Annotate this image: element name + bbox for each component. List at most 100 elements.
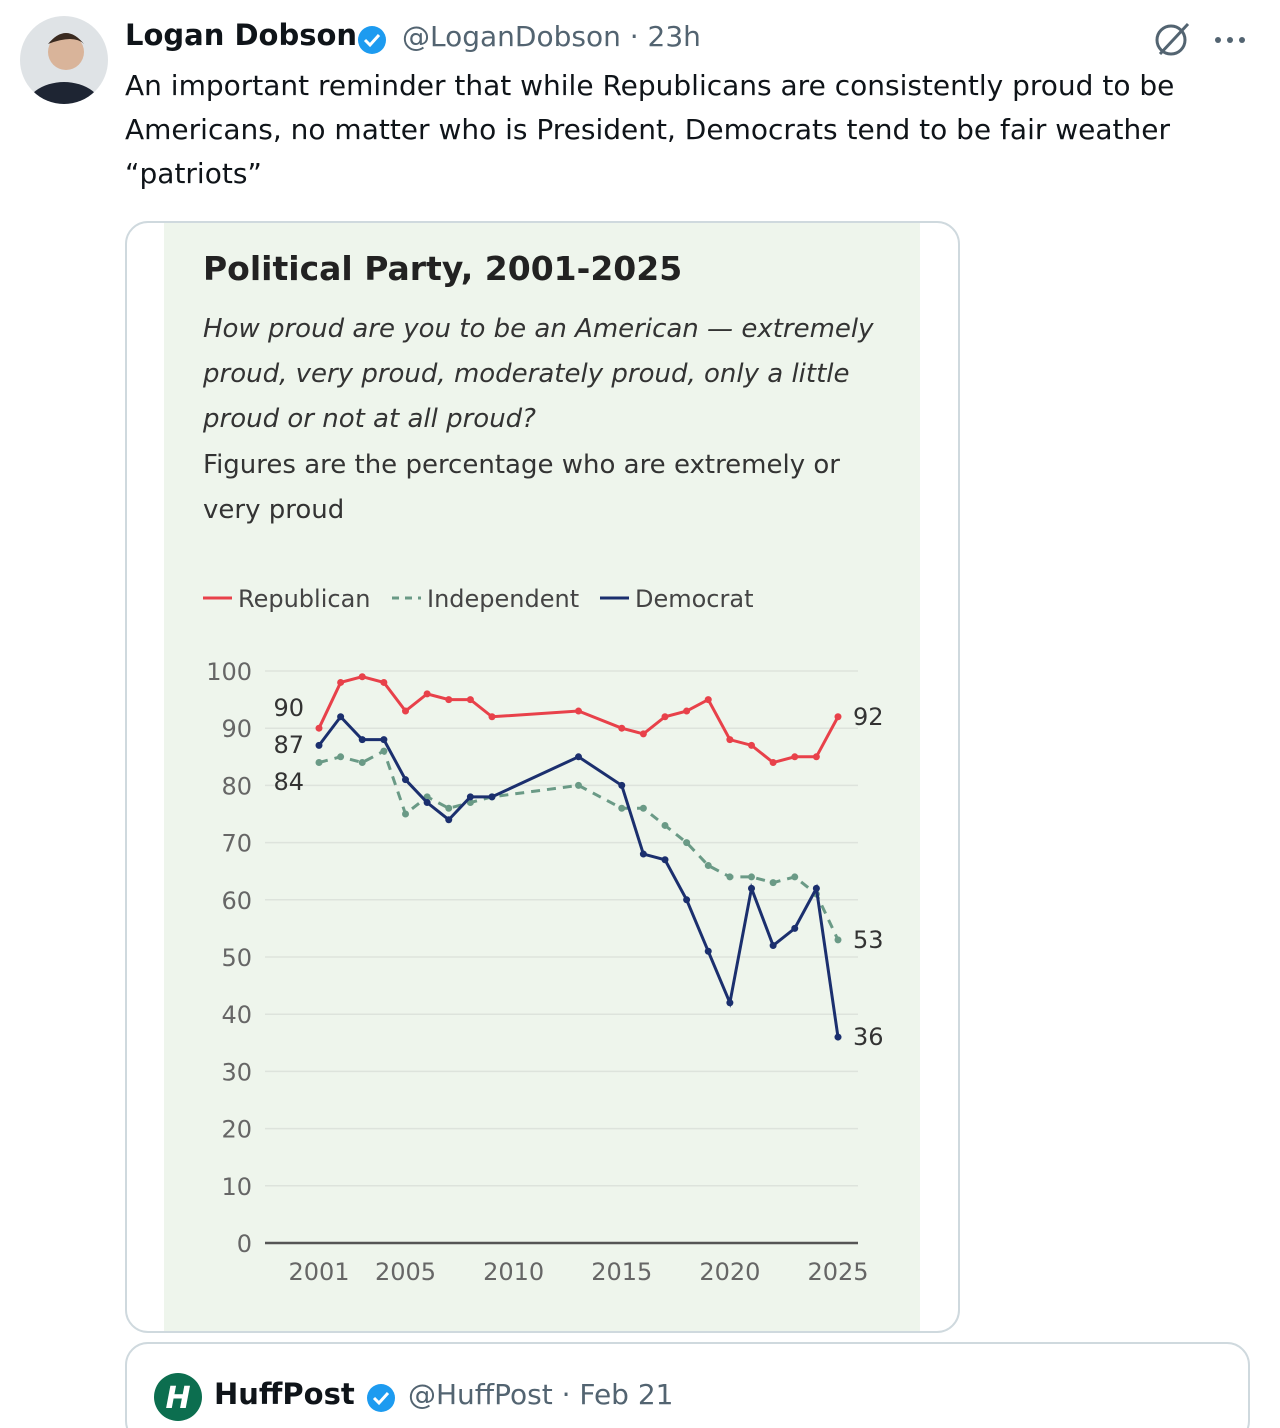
quoted-card[interactable]	[125, 1342, 1250, 1428]
data-point	[639, 804, 647, 812]
y-tick-label: 40	[221, 1001, 252, 1029]
author-name[interactable]: Logan Dobson	[125, 18, 358, 52]
chart-note: Figures are the percentage who are extre…	[203, 450, 840, 525]
more-icon[interactable]	[1215, 37, 1245, 43]
data-point	[748, 884, 755, 892]
data-point	[726, 873, 734, 881]
y-tick-label: 20	[221, 1116, 252, 1144]
data-point	[423, 799, 431, 807]
data-point	[423, 690, 431, 698]
data-point	[466, 696, 474, 704]
start-label: 90	[273, 694, 304, 722]
y-tick-label: 80	[221, 772, 252, 800]
data-point	[358, 736, 366, 744]
x-tick-label: 2001	[288, 1258, 349, 1286]
start-label: 84	[273, 768, 304, 796]
legend-label: Republican	[238, 585, 371, 613]
data-point	[639, 730, 647, 738]
quoted-author[interactable]: HuffPost	[214, 1377, 355, 1411]
grok-icon[interactable]	[1155, 22, 1190, 56]
data-point	[791, 753, 799, 761]
author-meta[interactable]: @LoganDobson · 23h	[402, 20, 701, 53]
data-point	[358, 673, 366, 681]
chart-background	[164, 223, 920, 1331]
data-point	[380, 678, 388, 686]
data-point	[315, 741, 323, 749]
end-label: 92	[853, 703, 884, 731]
verified-badge	[367, 1384, 395, 1412]
data-point	[639, 850, 647, 858]
data-point	[445, 816, 453, 824]
quoted-meta[interactable]: @HuffPost · Feb 21	[408, 1378, 674, 1411]
data-point	[402, 707, 409, 715]
data-point	[791, 924, 799, 932]
y-tick-label: 60	[221, 887, 252, 915]
y-tick-label: 90	[221, 715, 252, 743]
data-point	[834, 713, 842, 721]
data-point	[812, 884, 820, 892]
data-point	[726, 999, 734, 1007]
x-tick-label: 2010	[483, 1258, 544, 1286]
data-point	[748, 741, 755, 749]
data-point	[769, 942, 777, 950]
data-point	[704, 861, 712, 869]
data-point	[445, 804, 453, 812]
data-point	[337, 713, 345, 721]
end-label: 36	[853, 1023, 884, 1051]
svg-text:H: H	[165, 1381, 190, 1416]
data-point	[791, 873, 799, 881]
data-point	[704, 696, 712, 704]
chart-title: Political Party, 2001-2025	[203, 249, 682, 288]
data-point	[726, 736, 734, 744]
data-point	[812, 753, 820, 761]
verified-badge	[358, 26, 386, 54]
data-point	[661, 856, 669, 864]
data-point	[769, 759, 777, 767]
end-label: 53	[853, 926, 884, 954]
data-point	[683, 839, 691, 847]
data-point	[618, 724, 626, 732]
tweet-text: An important reminder that while Republi…	[125, 69, 1175, 190]
data-point	[618, 781, 626, 789]
legend-label: Independent	[427, 585, 579, 613]
data-point	[358, 759, 366, 767]
data-point	[488, 793, 496, 801]
data-point	[315, 759, 323, 767]
data-point	[466, 793, 474, 801]
chart-subtitle: How proud are you to be an American — ex…	[203, 314, 874, 434]
data-point	[337, 753, 345, 761]
legend-label: Democrat	[635, 585, 754, 613]
y-tick-label: 70	[221, 830, 252, 858]
data-point	[769, 879, 777, 887]
y-tick-label: 100	[206, 658, 252, 686]
data-point	[683, 896, 691, 904]
data-point	[575, 707, 582, 715]
x-tick-label: 2025	[807, 1258, 868, 1286]
data-point	[834, 936, 842, 944]
data-point	[402, 776, 409, 784]
data-point	[748, 873, 755, 881]
data-point	[402, 810, 409, 818]
data-point	[337, 678, 345, 686]
data-point	[834, 1033, 842, 1041]
data-point	[380, 736, 388, 744]
huffpost-logo: H	[154, 1373, 202, 1421]
data-point	[575, 781, 582, 789]
data-point	[661, 821, 669, 829]
y-tick-label: 30	[221, 1058, 252, 1086]
y-tick-label: 10	[221, 1173, 252, 1201]
data-point	[704, 947, 712, 955]
start-label: 87	[273, 731, 304, 759]
x-tick-label: 2005	[375, 1258, 436, 1286]
data-point	[315, 724, 323, 732]
data-point	[380, 747, 388, 755]
data-point	[618, 804, 626, 812]
data-point	[488, 713, 496, 721]
x-tick-label: 2020	[699, 1258, 760, 1286]
avatar[interactable]	[20, 16, 108, 142]
data-point	[445, 696, 453, 704]
y-tick-label: 0	[237, 1230, 252, 1258]
x-tick-label: 2015	[591, 1258, 652, 1286]
